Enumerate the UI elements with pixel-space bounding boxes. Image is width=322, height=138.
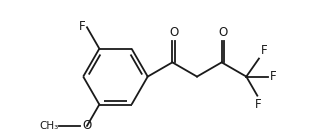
- Text: CH₃: CH₃: [39, 121, 58, 131]
- Text: O: O: [169, 26, 178, 39]
- Text: F: F: [260, 44, 267, 57]
- Text: O: O: [82, 119, 92, 132]
- Text: F: F: [79, 20, 85, 33]
- Text: F: F: [270, 70, 277, 83]
- Text: O: O: [218, 26, 228, 39]
- Text: F: F: [255, 98, 262, 111]
